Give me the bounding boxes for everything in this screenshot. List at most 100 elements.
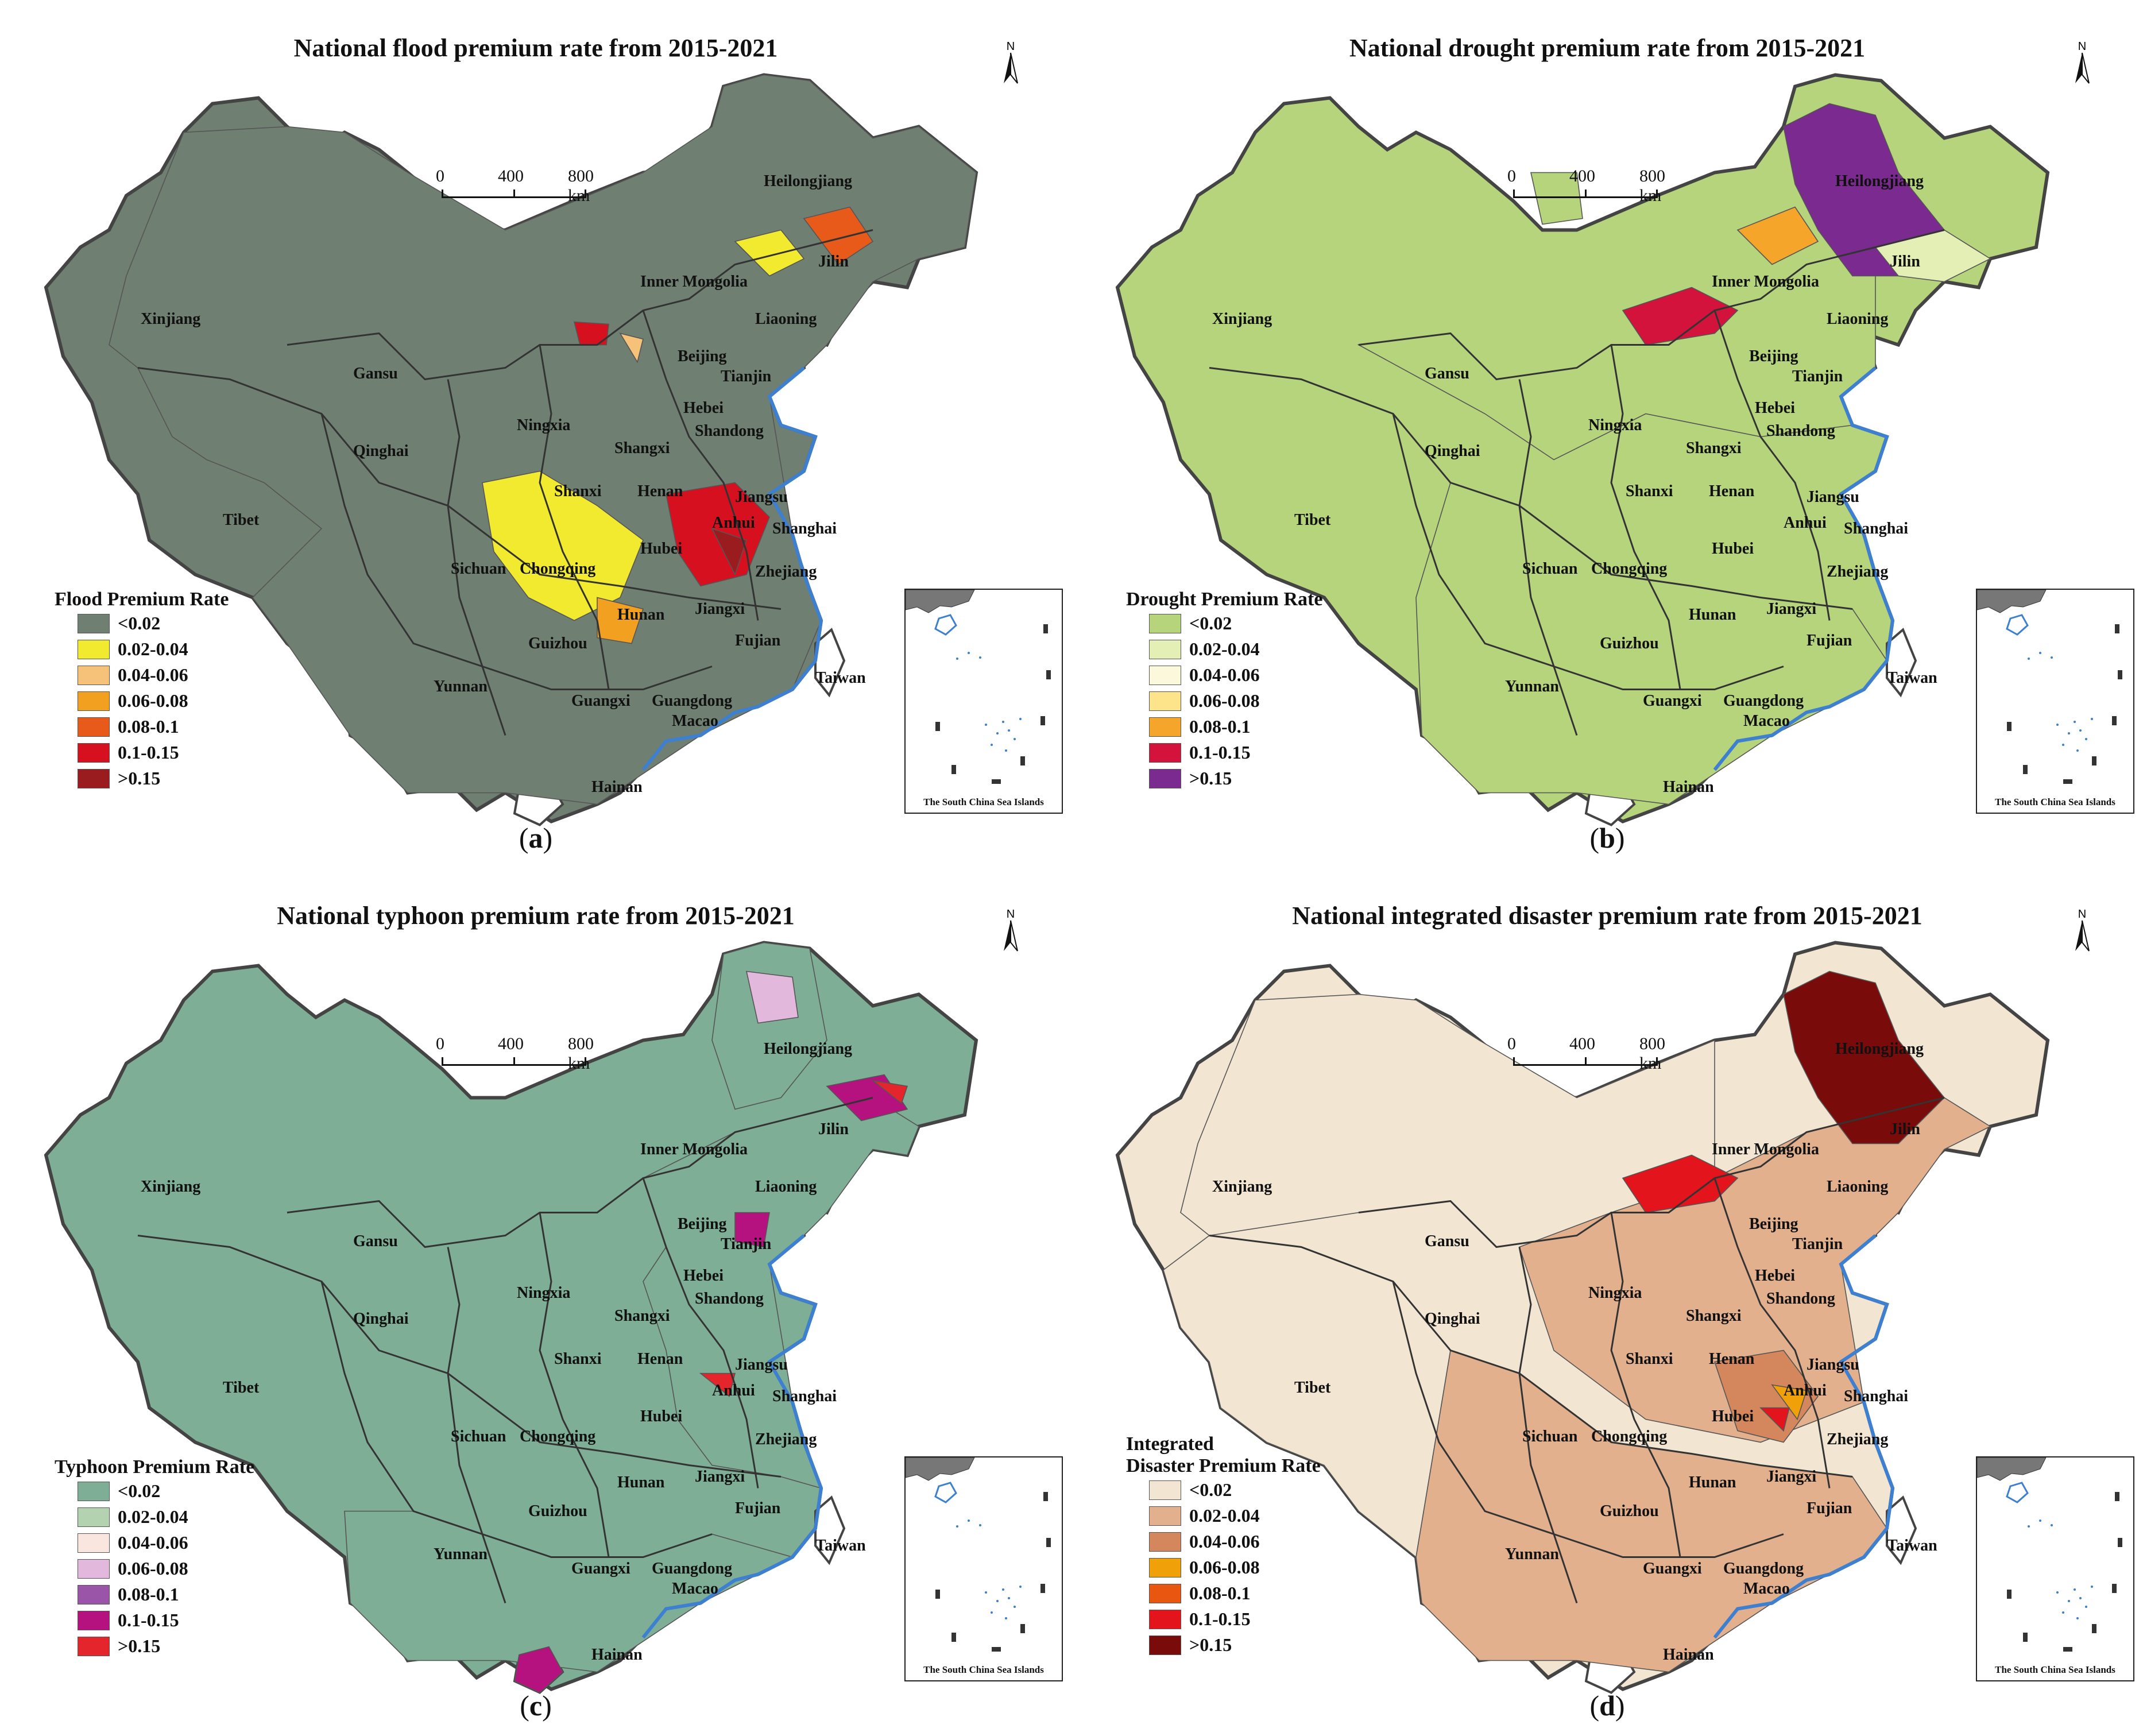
label-guangdong: Guangdong xyxy=(1723,692,1804,710)
label-fujian: Fujian xyxy=(1807,632,1852,649)
legend-label: 0.1-0.15 xyxy=(1189,1609,1251,1629)
label-gansu: Gansu xyxy=(1425,365,1469,382)
province-border xyxy=(1358,1097,1945,1248)
province-border xyxy=(320,413,713,690)
province-border xyxy=(1518,379,1578,736)
scale-tick xyxy=(442,190,443,198)
map-panel-c: National typhoon premium rate from 2015-… xyxy=(0,868,1072,1735)
label-heilongjiang: Heilongjiang xyxy=(1835,1040,1924,1058)
label-jiangxi: Jiangxi xyxy=(695,600,745,618)
label-jiangsu: Jiangsu xyxy=(735,488,788,506)
label-hunan: Hunan xyxy=(1689,1474,1736,1491)
legend-item: 0.04-0.06 xyxy=(55,662,229,688)
north-arrow: N xyxy=(2071,908,2094,954)
label-ningxia: Ningxia xyxy=(1588,416,1642,434)
scale-tick xyxy=(585,1057,586,1066)
label-shangxi: Shangxi xyxy=(1686,439,1742,457)
legend-swatch xyxy=(78,743,110,763)
label-hebei: Hebei xyxy=(683,399,724,417)
south-china-sea-inset: The South China Sea Islands xyxy=(904,1456,1063,1681)
legend-swatch xyxy=(1149,691,1181,711)
legend-swatch xyxy=(1149,613,1181,633)
label-hainan: Hainan xyxy=(591,1646,643,1664)
china-map xyxy=(44,941,978,1694)
label-guizhou: Guizhou xyxy=(528,1502,587,1520)
label-heilongjiang: Heilongjiang xyxy=(764,172,853,190)
label-hunan: Hunan xyxy=(617,1474,665,1491)
label-hubei: Hubei xyxy=(1712,1408,1754,1425)
label-shandong: Shandong xyxy=(695,422,764,440)
legend-label: 0.06-0.08 xyxy=(1189,1557,1260,1578)
legend-item: 0.02-0.04 xyxy=(1126,1503,1321,1529)
label-hebei: Hebei xyxy=(683,1267,724,1285)
rate-region-0.1-0.15 xyxy=(1759,1407,1790,1432)
label-sichuan: Sichuan xyxy=(451,1428,506,1445)
label-ningxia: Ningxia xyxy=(1588,1284,1642,1302)
map-title: National drought premium rate from 2015-… xyxy=(1349,34,1866,62)
legend-item: 0.06-0.08 xyxy=(1126,688,1322,714)
label-shandong: Shandong xyxy=(1766,1290,1835,1308)
province-border xyxy=(447,379,506,736)
legend-swatch xyxy=(1149,1583,1181,1603)
legend-swatch xyxy=(1149,1532,1181,1552)
scale-label-400: 400 xyxy=(498,167,524,185)
legend-label: 0.1-0.15 xyxy=(118,742,179,763)
label-liaoning: Liaoning xyxy=(1827,1178,1889,1196)
scale-label-800: 800 km xyxy=(1639,1034,1665,1073)
label-jiangsu: Jiangsu xyxy=(735,1356,788,1374)
province-border xyxy=(1392,413,1784,690)
label-yunnan: Yunnan xyxy=(1505,1545,1559,1563)
legend-item: 0.02-0.04 xyxy=(55,636,229,662)
legend-item: 0.08-0.1 xyxy=(55,1582,254,1607)
scale-tick xyxy=(1656,1057,1658,1066)
legend-swatch xyxy=(1149,639,1181,659)
label-chongqing: Chongqing xyxy=(520,1428,596,1445)
scale-label-0: 0 xyxy=(436,167,444,185)
rate-region->0.15 xyxy=(699,1372,736,1397)
north-arrow-icon xyxy=(1004,920,1018,952)
label-liaoning: Liaoning xyxy=(755,1178,817,1196)
label-shangxi: Shangxi xyxy=(1686,1307,1742,1325)
label-henan: Henan xyxy=(637,1350,683,1368)
rate-region-<0.02 xyxy=(711,942,827,1110)
label-shangxi: Shangxi xyxy=(614,439,670,457)
label-tianjin: Tianjin xyxy=(721,1235,772,1253)
label-hubei: Hubei xyxy=(640,1408,683,1425)
rate-region-0.08-0.1 xyxy=(803,206,874,265)
label-shandong: Shandong xyxy=(695,1290,764,1308)
inset-map xyxy=(906,590,1051,784)
label-guangxi: Guangxi xyxy=(1643,692,1702,710)
legend-item: 0.06-0.08 xyxy=(1126,1555,1321,1580)
north-letter: N xyxy=(2078,908,2087,921)
map-title: National integrated disaster premium rat… xyxy=(1292,902,1922,930)
scale-label-400: 400 xyxy=(498,1034,524,1053)
legend-swatch xyxy=(78,691,110,711)
coastline xyxy=(641,366,823,771)
legend-swatch xyxy=(1149,1557,1181,1578)
province-border xyxy=(539,345,610,690)
label-anhui: Anhui xyxy=(712,1382,755,1399)
legend-label: 0.1-0.15 xyxy=(118,1610,179,1630)
label-fujian: Fujian xyxy=(735,1499,781,1517)
legend-title: Flood Premium Rate xyxy=(55,589,229,610)
label-jiangsu: Jiangsu xyxy=(1807,488,1859,506)
legend-item: <0.02 xyxy=(55,610,229,636)
label-yunnan: Yunnan xyxy=(434,678,488,695)
panel-letter: (d) xyxy=(1589,1689,1625,1722)
legend-swatch xyxy=(78,613,110,633)
label-heilongjiang: Heilongjiang xyxy=(1835,172,1924,190)
label-shanxi: Shanxi xyxy=(1626,1350,1673,1368)
label-taiwan: Taiwan xyxy=(815,669,866,687)
north-arrow-icon xyxy=(2075,52,2090,84)
legend-item: 0.08-0.1 xyxy=(55,714,229,740)
rate-region-0.02-0.04 xyxy=(734,229,805,277)
north-letter: N xyxy=(1006,40,1015,53)
taiwan-island xyxy=(1886,628,1917,698)
legend-item: <0.02 xyxy=(55,1478,254,1504)
rate-region-0.1-0.15 xyxy=(1622,1154,1739,1213)
label-ningxia: Ningxia xyxy=(517,416,571,434)
scale-label-800: 800 km xyxy=(1639,167,1665,205)
scale-tick xyxy=(1585,190,1587,198)
label-taiwan: Taiwan xyxy=(815,1537,866,1555)
label-gansu: Gansu xyxy=(353,1232,398,1250)
